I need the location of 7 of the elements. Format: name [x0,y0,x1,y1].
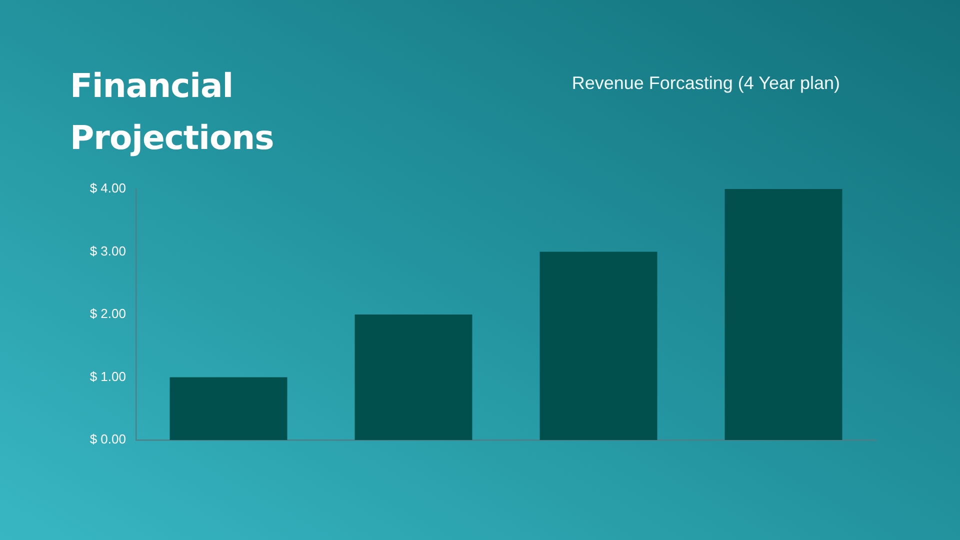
y-tick-label: $ 2.00 [90,306,126,322]
y-tick-label: $ 4.00 [90,180,126,196]
chart-subtitle: Revenue Forcasting (4 Year plan) [572,73,840,94]
chart-title: Financial Projections [70,65,275,159]
y-tick-label: $ 0.00 [90,432,126,447]
y-tick-label: $ 1.00 [90,368,126,384]
y-tick-label: $ 3.00 [90,243,126,258]
